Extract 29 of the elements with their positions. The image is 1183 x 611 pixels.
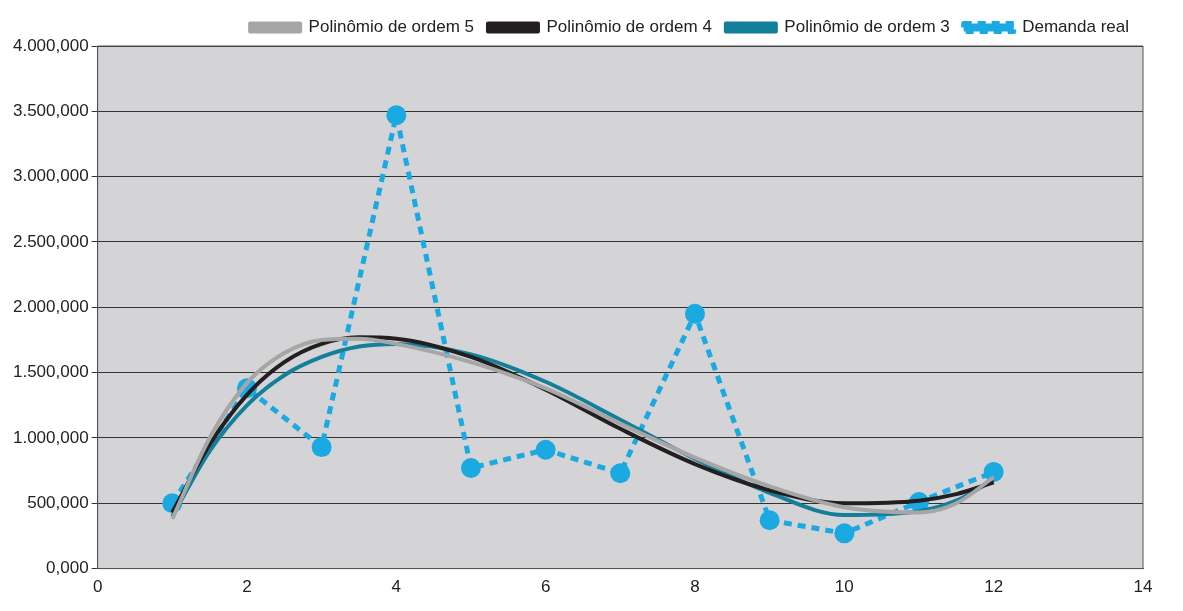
x-tick-label: 10 [834,577,854,597]
point [386,105,407,126]
x-tick-label: 14 [1133,577,1153,597]
point [460,458,481,478]
x-tick-label: 4 [391,577,402,597]
x-tick-label: 0 [92,577,103,597]
legend-label: Polinômio de ordem 5 [308,17,474,37]
point [311,437,332,458]
y-tick-label: 2.000,000 [12,296,89,316]
y-tick-label: 4.000,000 [12,35,89,55]
y-tick-label: 1.000,000 [12,427,89,447]
y-tick-label: 2.500,000 [12,231,89,251]
y-tick-label: 3.000,000 [12,166,89,186]
legend-label: Polinômio de ordem 3 [784,17,950,37]
y-tick-label: 3.500,000 [12,101,89,121]
x-tick-label: 12 [984,577,1004,597]
x-tick-label: 8 [690,577,700,597]
y-tick-label: 500,000 [27,492,89,512]
point [834,523,855,544]
legend-label: Demanda real [1022,17,1129,37]
point [535,439,556,460]
y-tick-label: 0,000 [46,558,89,578]
point [684,303,705,324]
point [759,510,780,531]
point [610,463,631,484]
x-tick-label: 2 [242,577,252,597]
x-tick-label: 6 [540,577,551,597]
y-tick-label: 1.500,000 [12,362,89,382]
legend-label: Polinômio de ordem 4 [546,17,712,37]
